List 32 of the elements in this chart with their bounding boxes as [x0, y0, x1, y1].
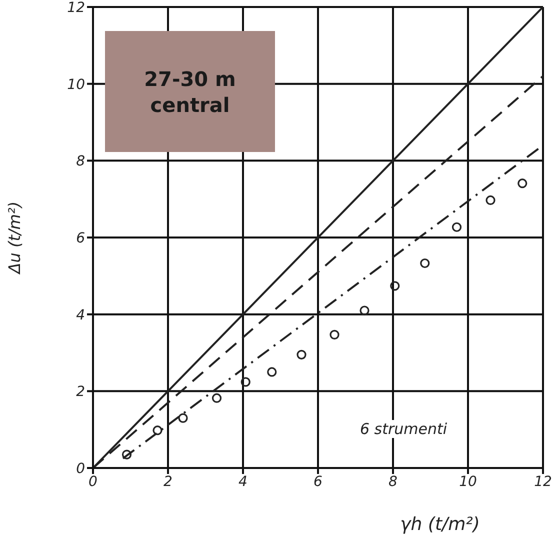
point — [330, 330, 340, 340]
y-tick-label: 12 — [67, 0, 86, 16]
point — [240, 377, 250, 387]
x-tick-label: 12 — [534, 474, 552, 490]
label-box: 27-30 m central — [105, 31, 275, 152]
y-tick-label: 10 — [67, 76, 86, 93]
y-tick-label: 0 — [76, 460, 86, 477]
x-axis-title: γh (t/m²) — [400, 514, 480, 535]
point — [452, 222, 462, 232]
point — [178, 413, 188, 423]
y-tick-label: 2 — [76, 384, 86, 400]
annotation: 6 strumenti — [360, 420, 448, 438]
point — [122, 450, 132, 460]
x-tick-label: 0 — [88, 474, 98, 490]
y-tick-label: 6 — [76, 230, 86, 246]
point — [296, 350, 306, 360]
y-tick-label: 8 — [76, 154, 86, 170]
point — [420, 258, 430, 268]
point — [486, 195, 496, 206]
y-axis-title: Δu (t/m²) — [5, 201, 24, 276]
x-tick-label: 4 — [238, 474, 248, 490]
point — [152, 426, 162, 436]
x-tick-label: 6 — [314, 474, 323, 490]
x-tick-label: 10 — [459, 474, 477, 490]
point — [518, 178, 528, 188]
point — [390, 281, 400, 291]
point — [212, 393, 222, 403]
point — [360, 306, 370, 316]
x-tick-label: 8 — [388, 474, 398, 490]
x-tick-label: 2 — [164, 474, 173, 490]
point — [267, 367, 277, 377]
y-tick-label: 4 — [76, 307, 85, 324]
